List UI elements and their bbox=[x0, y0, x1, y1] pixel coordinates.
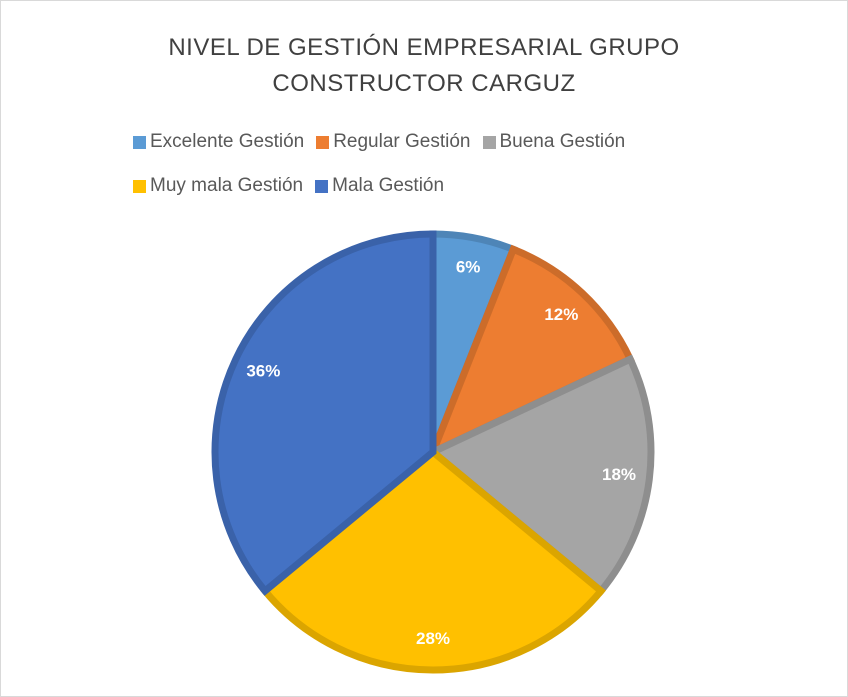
data-label: 18% bbox=[602, 465, 636, 484]
data-label: 12% bbox=[544, 305, 578, 324]
chart-title: NIVEL DE GESTIÓN EMPRESARIAL GRUPO CONST… bbox=[168, 34, 680, 97]
legend-item: Buena Gestión bbox=[482, 124, 626, 160]
pie-slice bbox=[426, 354, 655, 596]
legend-label: Excelente Gestión bbox=[150, 131, 305, 152]
pie-slice bbox=[426, 244, 635, 459]
legend-item: Mala Gestión bbox=[315, 168, 444, 204]
legend-label: Mala Gestión bbox=[332, 175, 445, 196]
data-label: 28% bbox=[416, 629, 450, 648]
legend-swatch bbox=[133, 179, 146, 193]
legend-swatch bbox=[482, 135, 496, 149]
legend-item: Regular Gestión bbox=[316, 124, 471, 160]
data-label: 6% bbox=[456, 257, 481, 276]
legend-swatch bbox=[133, 135, 146, 149]
pie-slice bbox=[260, 447, 606, 674]
pie-slice bbox=[211, 230, 437, 596]
legend-label: Muy mala Gestión bbox=[150, 175, 304, 196]
legend-swatch bbox=[316, 135, 330, 149]
legend-item: Muy mala Gestión bbox=[133, 168, 303, 204]
data-label: 36% bbox=[246, 362, 280, 381]
legend-label: Buena Gestión bbox=[499, 131, 626, 152]
legend-swatch bbox=[315, 179, 329, 193]
legend-label: Regular Gestión bbox=[333, 131, 471, 152]
legend: Excelente Gestión Regular Gestión Buena Ge… bbox=[133, 124, 723, 204]
legend-item: Excelente Gestión bbox=[133, 124, 304, 160]
